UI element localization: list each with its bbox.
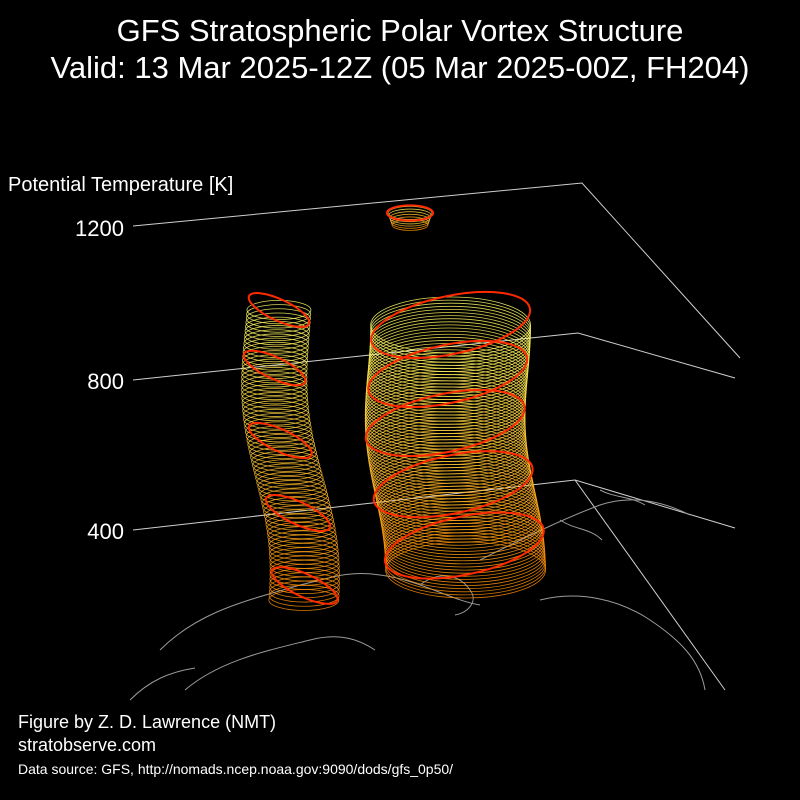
left-vortex-lobe-ring [241, 383, 308, 405]
left-vortex-lobe-ring [243, 408, 311, 430]
right-vortex-lobe-outline [370, 291, 532, 359]
left-vortex-lobe-ring [243, 329, 310, 350]
left-vortex-lobe-ring [245, 425, 314, 447]
left-vortex-lobe-ring [268, 534, 339, 557]
left-vortex-lobe-outline [264, 494, 332, 532]
left-vortex-lobe-ring [241, 392, 309, 413]
left-vortex-lobe-ring [254, 463, 323, 485]
left-vortex-lobe-outline [247, 421, 313, 460]
left-vortex-lobe-ring [262, 496, 332, 519]
left-vortex-lobe-ring [251, 450, 320, 472]
right-vortex-lobe-outline [372, 450, 534, 519]
chart-subtitle: Valid: 13 Mar 2025-12Z (05 Mar 2025-00Z,… [50, 50, 750, 85]
left-vortex-lobe-ring [248, 438, 316, 460]
upper-vortex-fragment [386, 204, 434, 231]
left-vortex-lobe-ring [247, 434, 316, 455]
z-tick-400: 400 [87, 519, 124, 544]
left-vortex-lobe-ring [243, 333, 309, 354]
upper-vortex-fragment-ring [389, 213, 430, 227]
left-vortex-lobe-ring [241, 375, 308, 396]
left-vortex-lobe-ring [267, 530, 338, 552]
left-vortex-lobe-ring [265, 513, 335, 536]
grid-line-1200 [132, 182, 741, 359]
coastline-7 [419, 575, 474, 616]
left-vortex-lobe-ring [253, 459, 322, 481]
left-vortex-lobe-ring [256, 471, 325, 493]
left-vortex-lobe-ring [242, 400, 310, 422]
left-vortex-lobe-ring [241, 396, 309, 417]
credit-website: stratobserve.com [18, 735, 157, 755]
left-vortex-lobe-ring [266, 522, 337, 544]
left-vortex-lobe-outline [270, 566, 339, 605]
left-vortex-lobe-ring [259, 484, 329, 506]
credit-author: Figure by Z. D. Lawrence (NMT) [18, 712, 277, 732]
z-tick-800: 800 [87, 369, 124, 394]
left-vortex-lobe-ring [242, 404, 310, 426]
left-vortex-lobe-ring [245, 421, 313, 443]
left-vortex-lobe-ring [244, 325, 310, 346]
left-vortex-lobe-ring [241, 358, 308, 380]
left-vortex-lobe-ring [241, 354, 308, 375]
left-vortex-lobe-ring [242, 346, 309, 367]
left-vortex-lobe-ring [244, 417, 312, 439]
left-vortex-lobe-ring [266, 517, 336, 540]
left-vortex-lobe-ring [246, 304, 312, 325]
left-vortex-lobe-ring [246, 429, 315, 451]
right-vortex-lobe-ring [370, 296, 532, 354]
left-vortex-lobe-ring [242, 350, 308, 371]
right-vortex-lobe-ring [370, 299, 532, 357]
chart-title: GFS Stratospheric Polar Vortex Structure [116, 13, 684, 48]
coastline-6 [559, 519, 603, 541]
upper-vortex-fragment-ring [390, 216, 430, 229]
upper-vortex-fragment-ring [389, 211, 431, 225]
left-vortex-lobe-ring [245, 308, 311, 329]
left-vortex-lobe-ring [268, 589, 340, 611]
base-edge-line [574, 479, 726, 691]
left-vortex-lobe-outline [242, 349, 307, 387]
left-vortex-lobe-ring [269, 543, 339, 565]
left-vortex-lobe-outline [247, 292, 311, 328]
left-vortex-lobe-ring [245, 316, 311, 337]
left-vortex-lobe-ring [241, 387, 309, 409]
coastline-3 [539, 595, 706, 691]
coastline-1 [184, 636, 376, 691]
left-vortex-lobe-ring [243, 413, 311, 434]
left-vortex-lobe [241, 292, 340, 611]
right-vortex-lobe-outline [364, 389, 526, 457]
left-vortex-lobe-ring [260, 488, 330, 510]
left-vortex-lobe-ring [241, 371, 308, 392]
upper-vortex-fragment-outline [386, 204, 434, 222]
left-vortex-lobe-ring [250, 446, 319, 468]
right-vortex-lobe-outline [367, 340, 529, 408]
coastline-2 [479, 499, 691, 561]
left-vortex-lobe-ring [242, 341, 309, 363]
coastline-5 [599, 489, 646, 506]
right-vortex-lobe-outline [383, 511, 545, 580]
left-vortex-lobe-ring [255, 467, 324, 489]
grid-line-800 [132, 332, 736, 381]
left-vortex-lobe-ring [269, 551, 340, 573]
left-vortex-lobe-ring [261, 492, 331, 514]
left-vortex-lobe-ring [249, 442, 317, 464]
left-vortex-lobe-ring [264, 509, 334, 531]
right-vortex-lobe [364, 291, 546, 599]
left-vortex-lobe-ring [258, 480, 327, 502]
z-axis-label: Potential Temperature [K] [8, 174, 234, 196]
left-vortex-lobe-ring [269, 559, 340, 582]
coastline-0 [159, 572, 481, 651]
left-vortex-lobe-ring [241, 362, 308, 384]
left-vortex-lobe-ring [268, 538, 339, 561]
z-tick-1200: 1200 [75, 216, 124, 241]
left-vortex-lobe-ring [257, 475, 326, 498]
left-vortex-lobe-ring [241, 367, 308, 388]
coastline-4 [129, 667, 196, 701]
data-source: Data source: GFS, http://nomads.ncep.noa… [18, 761, 454, 777]
left-vortex-lobe-ring [269, 547, 340, 569]
left-vortex-lobe-ring [246, 299, 312, 320]
